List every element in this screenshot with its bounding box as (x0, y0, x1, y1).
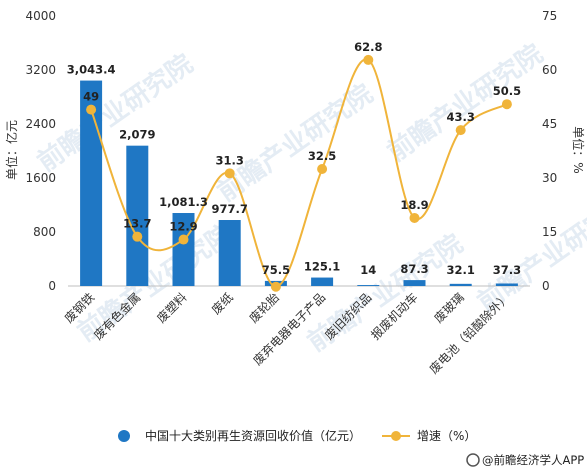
source-credit: @前瞻经济学人APP (466, 453, 584, 467)
bar (449, 283, 472, 286)
right-axis-title: 单位：% (571, 126, 586, 173)
line-value-label: 43.3 (447, 110, 475, 124)
left-tick-label: 1600 (25, 171, 56, 185)
source-logo-icon (466, 453, 480, 467)
bar-value-label: 125.1 (304, 260, 340, 274)
right-axis-ticks: 0 15 30 45 60 75 (542, 9, 557, 293)
line-point (363, 54, 374, 65)
legend: 中国十大类别再生资源回收价值（亿元） 增速（%） (118, 428, 476, 443)
watermark-mark: 前瞻产业研究院 (212, 78, 379, 208)
line-value-label: 50.5 (493, 84, 521, 98)
line-value-label: 62.8 (354, 40, 382, 54)
line-point (455, 125, 466, 136)
legend-bar-label: 中国十大类别再生资源回收价值（亿元） (145, 428, 361, 443)
bar-value-label: 977.7 (212, 202, 248, 216)
bar-series (80, 80, 518, 287)
watermark-mark: 前瞻产业研究院 (472, 188, 587, 318)
bar (172, 213, 195, 286)
left-tick-label: 0 (48, 279, 56, 293)
line-point (86, 104, 97, 115)
bar (495, 283, 518, 286)
bar-value-label: 37.3 (493, 263, 521, 277)
category-label: 废电池（铅酸除外） (426, 290, 513, 377)
line-value-label: 49 (83, 90, 99, 104)
left-tick-label: 800 (33, 225, 56, 239)
left-tick-label: 4000 (25, 9, 56, 23)
left-tick-label: 2400 (25, 117, 56, 131)
right-tick-label: 60 (542, 63, 557, 77)
bar-value-label: 1,081.3 (159, 195, 208, 209)
left-tick-label: 3200 (25, 63, 56, 77)
bar (80, 80, 103, 287)
legend-line-label: 增速（%） (417, 429, 476, 443)
bar-value-label: 87.3 (400, 262, 428, 276)
category-label: 废纸 (208, 290, 236, 318)
bar (357, 285, 380, 286)
bar-value-label: 32.1 (447, 263, 475, 277)
growth-line (90, 58, 508, 288)
legend-bar-marker (118, 430, 130, 442)
watermark-mark: 前瞻产业研究院 (382, 38, 549, 168)
line-point (409, 212, 420, 223)
line-value-label: 12.9 (169, 220, 197, 234)
category-label: 废玻璃 (431, 290, 467, 326)
left-axis-ticks: 0 800 1600 2400 3200 4000 (25, 9, 56, 293)
line-value-label: 18.9 (400, 198, 428, 212)
bar-value-label: 14 (360, 263, 376, 277)
line-point (178, 234, 189, 245)
source-text: @前瞻经济学人APP (482, 453, 584, 467)
right-tick-label: 0 (542, 279, 550, 293)
line-value-label: 32.5 (308, 149, 336, 163)
right-tick-label: 15 (542, 225, 557, 239)
line-point (501, 99, 512, 110)
line-series (86, 54, 512, 292)
bar-value-label: 2,079 (119, 128, 155, 142)
right-tick-label: 45 (542, 117, 557, 131)
line-point (224, 168, 235, 179)
left-axis-title: 单位：亿元 (4, 120, 19, 180)
line-value-label: 31.3 (216, 153, 244, 167)
right-tick-label: 30 (542, 171, 557, 185)
bar-value-labels: 3,043.4 2,079 1,081.3 977.7 75.5 125.1 14 87.3 3… (67, 63, 521, 277)
category-label: 废轮胎 (246, 290, 282, 326)
bar (311, 277, 334, 286)
legend-line-marker-dot (391, 431, 401, 441)
line-point (317, 164, 328, 174)
line-point (132, 231, 143, 242)
bar (403, 280, 426, 286)
bar (218, 220, 241, 286)
right-tick-label: 75 (542, 9, 557, 23)
bar (126, 145, 149, 286)
bar-value-label: 75.5 (262, 263, 290, 277)
line-point (270, 281, 281, 292)
line-value-labels: 49 13.7 12.9 31.3 32.5 62.8 18.9 43.3 50.5 (83, 40, 521, 234)
bar-value-label: 3,043.4 (67, 63, 116, 77)
line-value-label: 13.7 (123, 217, 151, 231)
